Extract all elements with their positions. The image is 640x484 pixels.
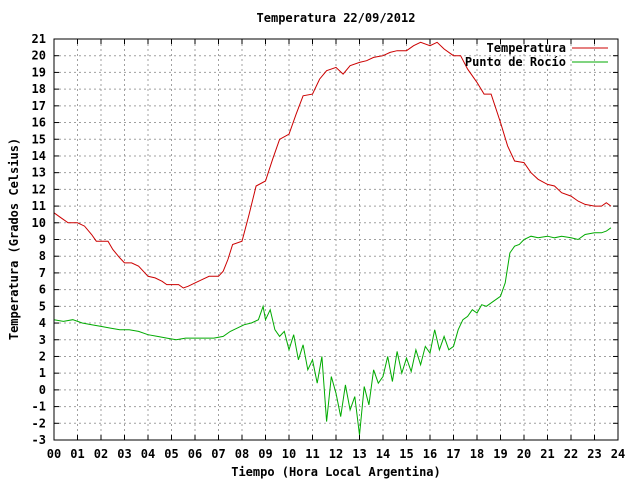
y-axis-label: Temperatura (Grados Celsius) [7, 138, 21, 340]
tick-marks [53, 38, 619, 441]
y-tick-label: 11 [32, 199, 46, 213]
x-tick-label: 02 [94, 447, 108, 461]
y-tick-label: 13 [32, 166, 46, 180]
x-tick-label: 10 [282, 447, 296, 461]
x-tick-label: 11 [305, 447, 319, 461]
x-axis-label: Tiempo (Hora Local Argentina) [231, 465, 441, 479]
y-tick-label: -2 [32, 416, 46, 430]
y-tick-label: -1 [32, 400, 46, 414]
x-tick-label: 14 [376, 447, 390, 461]
x-tick-label: 06 [188, 447, 202, 461]
x-tick-label: 17 [446, 447, 460, 461]
x-tick-label: 21 [540, 447, 554, 461]
x-tick-label: 19 [493, 447, 507, 461]
legend: Temperatura Punto de Rocío [465, 41, 608, 69]
series-layer [53, 41, 612, 436]
x-tick-label: 15 [399, 447, 413, 461]
y-tick-label: 21 [32, 32, 46, 46]
y-tick-label: 16 [32, 116, 46, 130]
x-tick-label: 00 [47, 447, 61, 461]
legend-label-punto-de-rocio: Punto de Rocío [465, 55, 566, 69]
y-tick-label: 17 [32, 99, 46, 113]
x-tick-label: 05 [164, 447, 178, 461]
x-tick-labels: 00 01 02 03 04 05 06 07 08 09 10 11 12 13 14 15 16 17 18 19… [47, 447, 625, 461]
legend-item-punto-de-rocio: Punto de Rocío [465, 55, 608, 69]
series-line-punto-de-rocio [53, 227, 612, 436]
y-tick-label: 3 [39, 333, 46, 347]
x-tick-label: 13 [352, 447, 366, 461]
y-tick-label: 4 [39, 316, 46, 330]
x-tick-label: 08 [235, 447, 249, 461]
x-tick-label: 01 [70, 447, 84, 461]
y-tick-label: 7 [39, 266, 46, 280]
y-tick-label: 9 [39, 233, 46, 247]
y-tick-label: 10 [32, 216, 46, 230]
y-tick-label: 6 [39, 283, 46, 297]
x-tick-label: 07 [211, 447, 225, 461]
y-tick-label: 19 [32, 65, 46, 79]
legend-item-temperatura: Temperatura [487, 41, 608, 55]
series-line-temperatura [53, 41, 612, 289]
x-tick-label: 03 [117, 447, 131, 461]
y-tick-label: 0 [39, 383, 46, 397]
x-tick-label: 09 [258, 447, 272, 461]
x-tick-label: 12 [329, 447, 343, 461]
x-tick-label: 04 [141, 447, 155, 461]
x-tick-label: 23 [587, 447, 601, 461]
y-tick-label: 8 [39, 249, 46, 263]
y-tick-label: 15 [32, 132, 46, 146]
y-tick-label: -3 [32, 433, 46, 447]
x-tick-label: 16 [423, 447, 437, 461]
legend-label-temperatura: Temperatura [487, 41, 566, 55]
y-tick-label: 1 [39, 366, 46, 380]
x-tick-label: 18 [470, 447, 484, 461]
chart-title: Temperatura 22/09/2012 [257, 11, 416, 25]
y-tick-label: 12 [32, 182, 46, 196]
grid [54, 39, 618, 440]
y-tick-label: 18 [32, 82, 46, 96]
x-tick-label: 22 [564, 447, 578, 461]
y-tick-label: 14 [32, 149, 46, 163]
y-tick-label: 2 [39, 349, 46, 363]
y-tick-label: 5 [39, 299, 46, 313]
y-tick-label: 20 [32, 49, 46, 63]
x-tick-label: 24 [611, 447, 625, 461]
x-tick-label: 20 [517, 447, 531, 461]
